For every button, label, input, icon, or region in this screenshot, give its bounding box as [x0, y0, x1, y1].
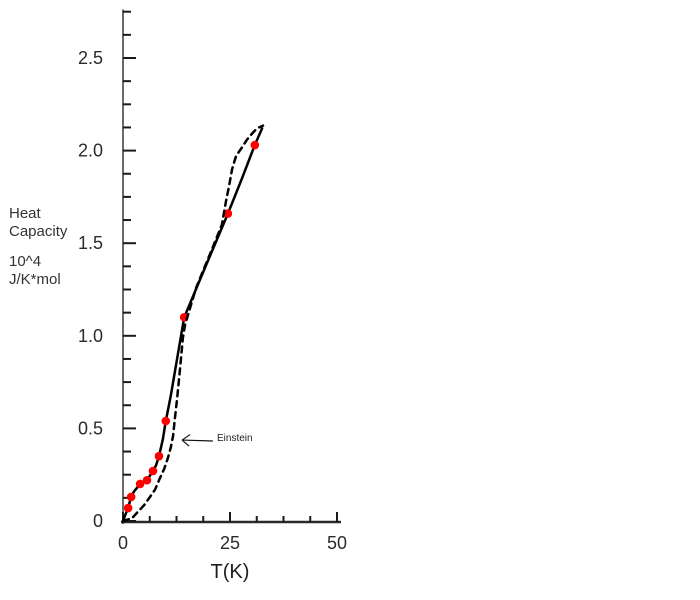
data-point-marker: [123, 503, 133, 513]
x-tick-label: 25: [220, 533, 240, 553]
x-axis-title: T(K): [210, 561, 250, 583]
y-axis-title-line-2: Capacity: [9, 223, 68, 240]
y-tick-label: 2.0: [78, 141, 103, 161]
y-tick-label: 1.0: [78, 326, 103, 346]
einstein-dashed-curve: [121, 124, 265, 523]
data-point-marker: [161, 416, 171, 426]
data-point-marker: [148, 466, 158, 476]
y-axis-title-line-1: Heat: [9, 205, 41, 222]
data-point-marker: [154, 451, 164, 461]
data-point-marker: [126, 492, 136, 502]
x-tick-label: 0: [118, 533, 128, 553]
annotation-arrow-shaft: [182, 439, 213, 442]
measured-solid-curve: [121, 127, 264, 523]
y-axis-units-line-2: J/K*mol: [9, 271, 61, 288]
y-tick-label: 0: [93, 511, 103, 531]
einstein-annotation-label: Einstein: [217, 433, 253, 444]
y-tick-label: 0.5: [78, 418, 103, 438]
y-tick-label: 1.5: [78, 233, 103, 253]
annotation-arrow-head: [181, 434, 191, 441]
data-point-marker: [223, 209, 233, 218]
y-axis-units-line-1: 10^4: [9, 253, 42, 270]
annotation-arrow-head: [181, 439, 190, 447]
y-axis-title: Heat Capacity 10^4 J/K*mol: [9, 205, 99, 289]
x-tick-label: 50: [327, 533, 347, 553]
y-tick-label: 2.5: [78, 48, 103, 68]
data-point-marker: [135, 479, 145, 489]
data-point-marker: [142, 475, 152, 485]
data-point-marker: [250, 140, 260, 150]
